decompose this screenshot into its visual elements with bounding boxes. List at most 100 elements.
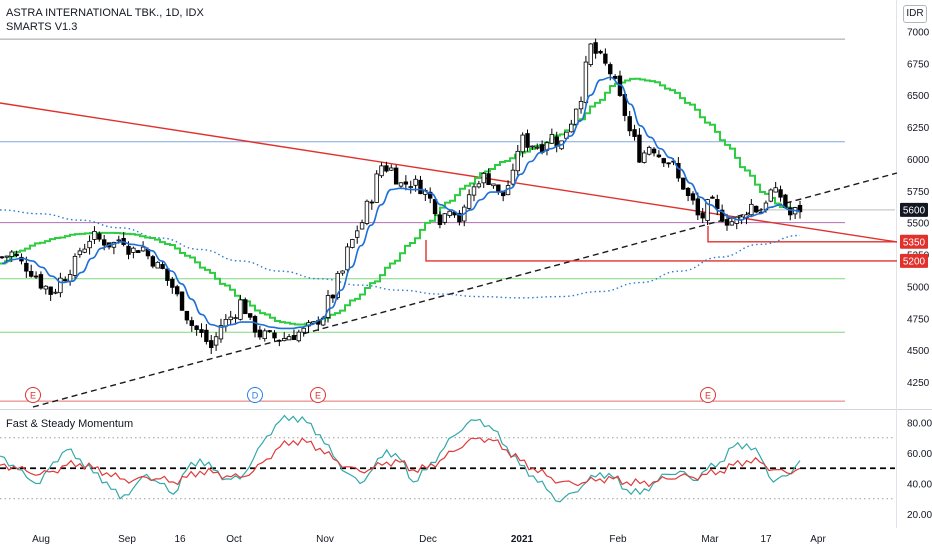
candle-body — [510, 169, 516, 185]
trendlines[interactable] — [0, 102, 898, 408]
candle-body — [593, 42, 598, 54]
candle-body — [530, 145, 535, 148]
event-marker-circle — [25, 387, 41, 403]
candle-body — [788, 207, 793, 216]
candle-body — [710, 196, 715, 199]
candle-body — [189, 320, 194, 326]
support-5350[interactable] — [707, 226, 897, 243]
candle-body — [768, 189, 774, 202]
candle-body — [252, 316, 258, 333]
candle-body — [4, 255, 10, 258]
dotted-blue-ma — [0, 209, 801, 299]
candle-body — [238, 299, 243, 320]
currency-button[interactable]: IDR — [903, 5, 927, 23]
x-tick-label: 2021 — [511, 534, 534, 545]
candles — [0, 38, 803, 355]
candle-body — [447, 210, 452, 216]
candle-body — [457, 212, 462, 223]
candle-body — [213, 336, 219, 346]
candle-body — [243, 299, 248, 315]
candle-body — [247, 313, 253, 318]
price-axis[interactable]: 4250450047505000525055005750600062506500… — [907, 28, 932, 522]
candle-body — [291, 335, 297, 341]
candle-body — [496, 184, 501, 192]
event-marker[interactable]: E — [310, 387, 326, 403]
horizontal-levels — [0, 38, 895, 402]
event-marker-label: D — [252, 391, 259, 401]
candle-body — [335, 272, 340, 298]
x-tick-label: Dec — [419, 534, 437, 545]
candle-body — [184, 310, 190, 321]
candle-body — [681, 177, 686, 190]
candle-body — [588, 43, 593, 65]
momentum-tick-label: 20.00 — [907, 510, 932, 521]
candle-body — [486, 173, 491, 185]
candle-body — [471, 186, 477, 196]
candle-body — [637, 134, 642, 163]
symbol-title[interactable]: ASTRA INTERNATIONAL TBK., 1D, IDX — [6, 7, 204, 19]
candle-body — [666, 162, 671, 165]
candle-body — [199, 329, 204, 333]
candle-body — [705, 199, 710, 221]
candle-body — [515, 150, 520, 172]
candle-body — [43, 285, 48, 290]
candle-body — [724, 219, 730, 226]
lower-panel-title[interactable]: Fast & Steady Momentum — [6, 418, 134, 430]
candle-body — [598, 50, 603, 54]
candle-body — [267, 330, 272, 333]
candle-body — [549, 134, 555, 144]
candle-body — [432, 199, 438, 215]
gridlines — [0, 0, 932, 528]
candle-body — [646, 146, 652, 155]
candle-body — [359, 222, 365, 230]
candle-body — [77, 250, 83, 256]
candle-body — [136, 250, 141, 253]
event-marker[interactable]: E — [25, 387, 41, 403]
candle-body — [325, 295, 331, 318]
y-tick-label: 5000 — [907, 282, 930, 293]
candle-body — [101, 239, 107, 246]
candle-body — [700, 212, 705, 219]
price-label-text: 5600 — [903, 205, 926, 216]
candle-body — [228, 316, 233, 321]
candle-body — [340, 270, 345, 274]
candle-body — [389, 167, 394, 171]
candle-body — [155, 261, 160, 269]
indicator-name[interactable]: SMARTS V1.3 — [6, 21, 78, 33]
event-marker[interactable]: D — [247, 387, 263, 403]
candle-body — [603, 53, 608, 64]
candle-body — [437, 214, 443, 225]
candle-body — [14, 253, 19, 257]
candle-body — [53, 291, 58, 294]
candle-body — [160, 264, 165, 269]
event-marker-label: E — [30, 391, 36, 401]
candle-body — [282, 338, 287, 342]
event-marker[interactable]: E — [700, 387, 716, 403]
candle-body — [520, 134, 525, 153]
candle-body — [754, 205, 759, 213]
candle-body — [126, 245, 131, 255]
event-marker-label: E — [705, 391, 711, 401]
green-step-line — [0, 77, 801, 326]
candle-body — [612, 75, 618, 79]
descending-trendline[interactable] — [0, 102, 898, 243]
momentum-panel — [0, 414, 895, 503]
candle-body — [413, 178, 418, 186]
candle-body — [384, 165, 389, 172]
time-axis[interactable]: Aug Sep 16 Oct Nov Dec 2021 Feb Mar 17 Apr — [32, 534, 826, 545]
candle-body — [301, 327, 306, 333]
momentum-tick-label: 40.00 — [907, 480, 932, 491]
candle-body — [393, 167, 399, 185]
candle-body — [257, 329, 263, 338]
support-5200[interactable] — [425, 240, 897, 262]
steady-momentum-line — [0, 437, 801, 488]
candle-body — [427, 191, 433, 199]
candle-body — [170, 278, 175, 288]
price-label-text: 5350 — [903, 237, 926, 248]
x-tick-label: Apr — [810, 534, 826, 545]
candle-body — [369, 201, 375, 204]
candle-body — [695, 198, 701, 216]
candle-body — [632, 129, 637, 137]
